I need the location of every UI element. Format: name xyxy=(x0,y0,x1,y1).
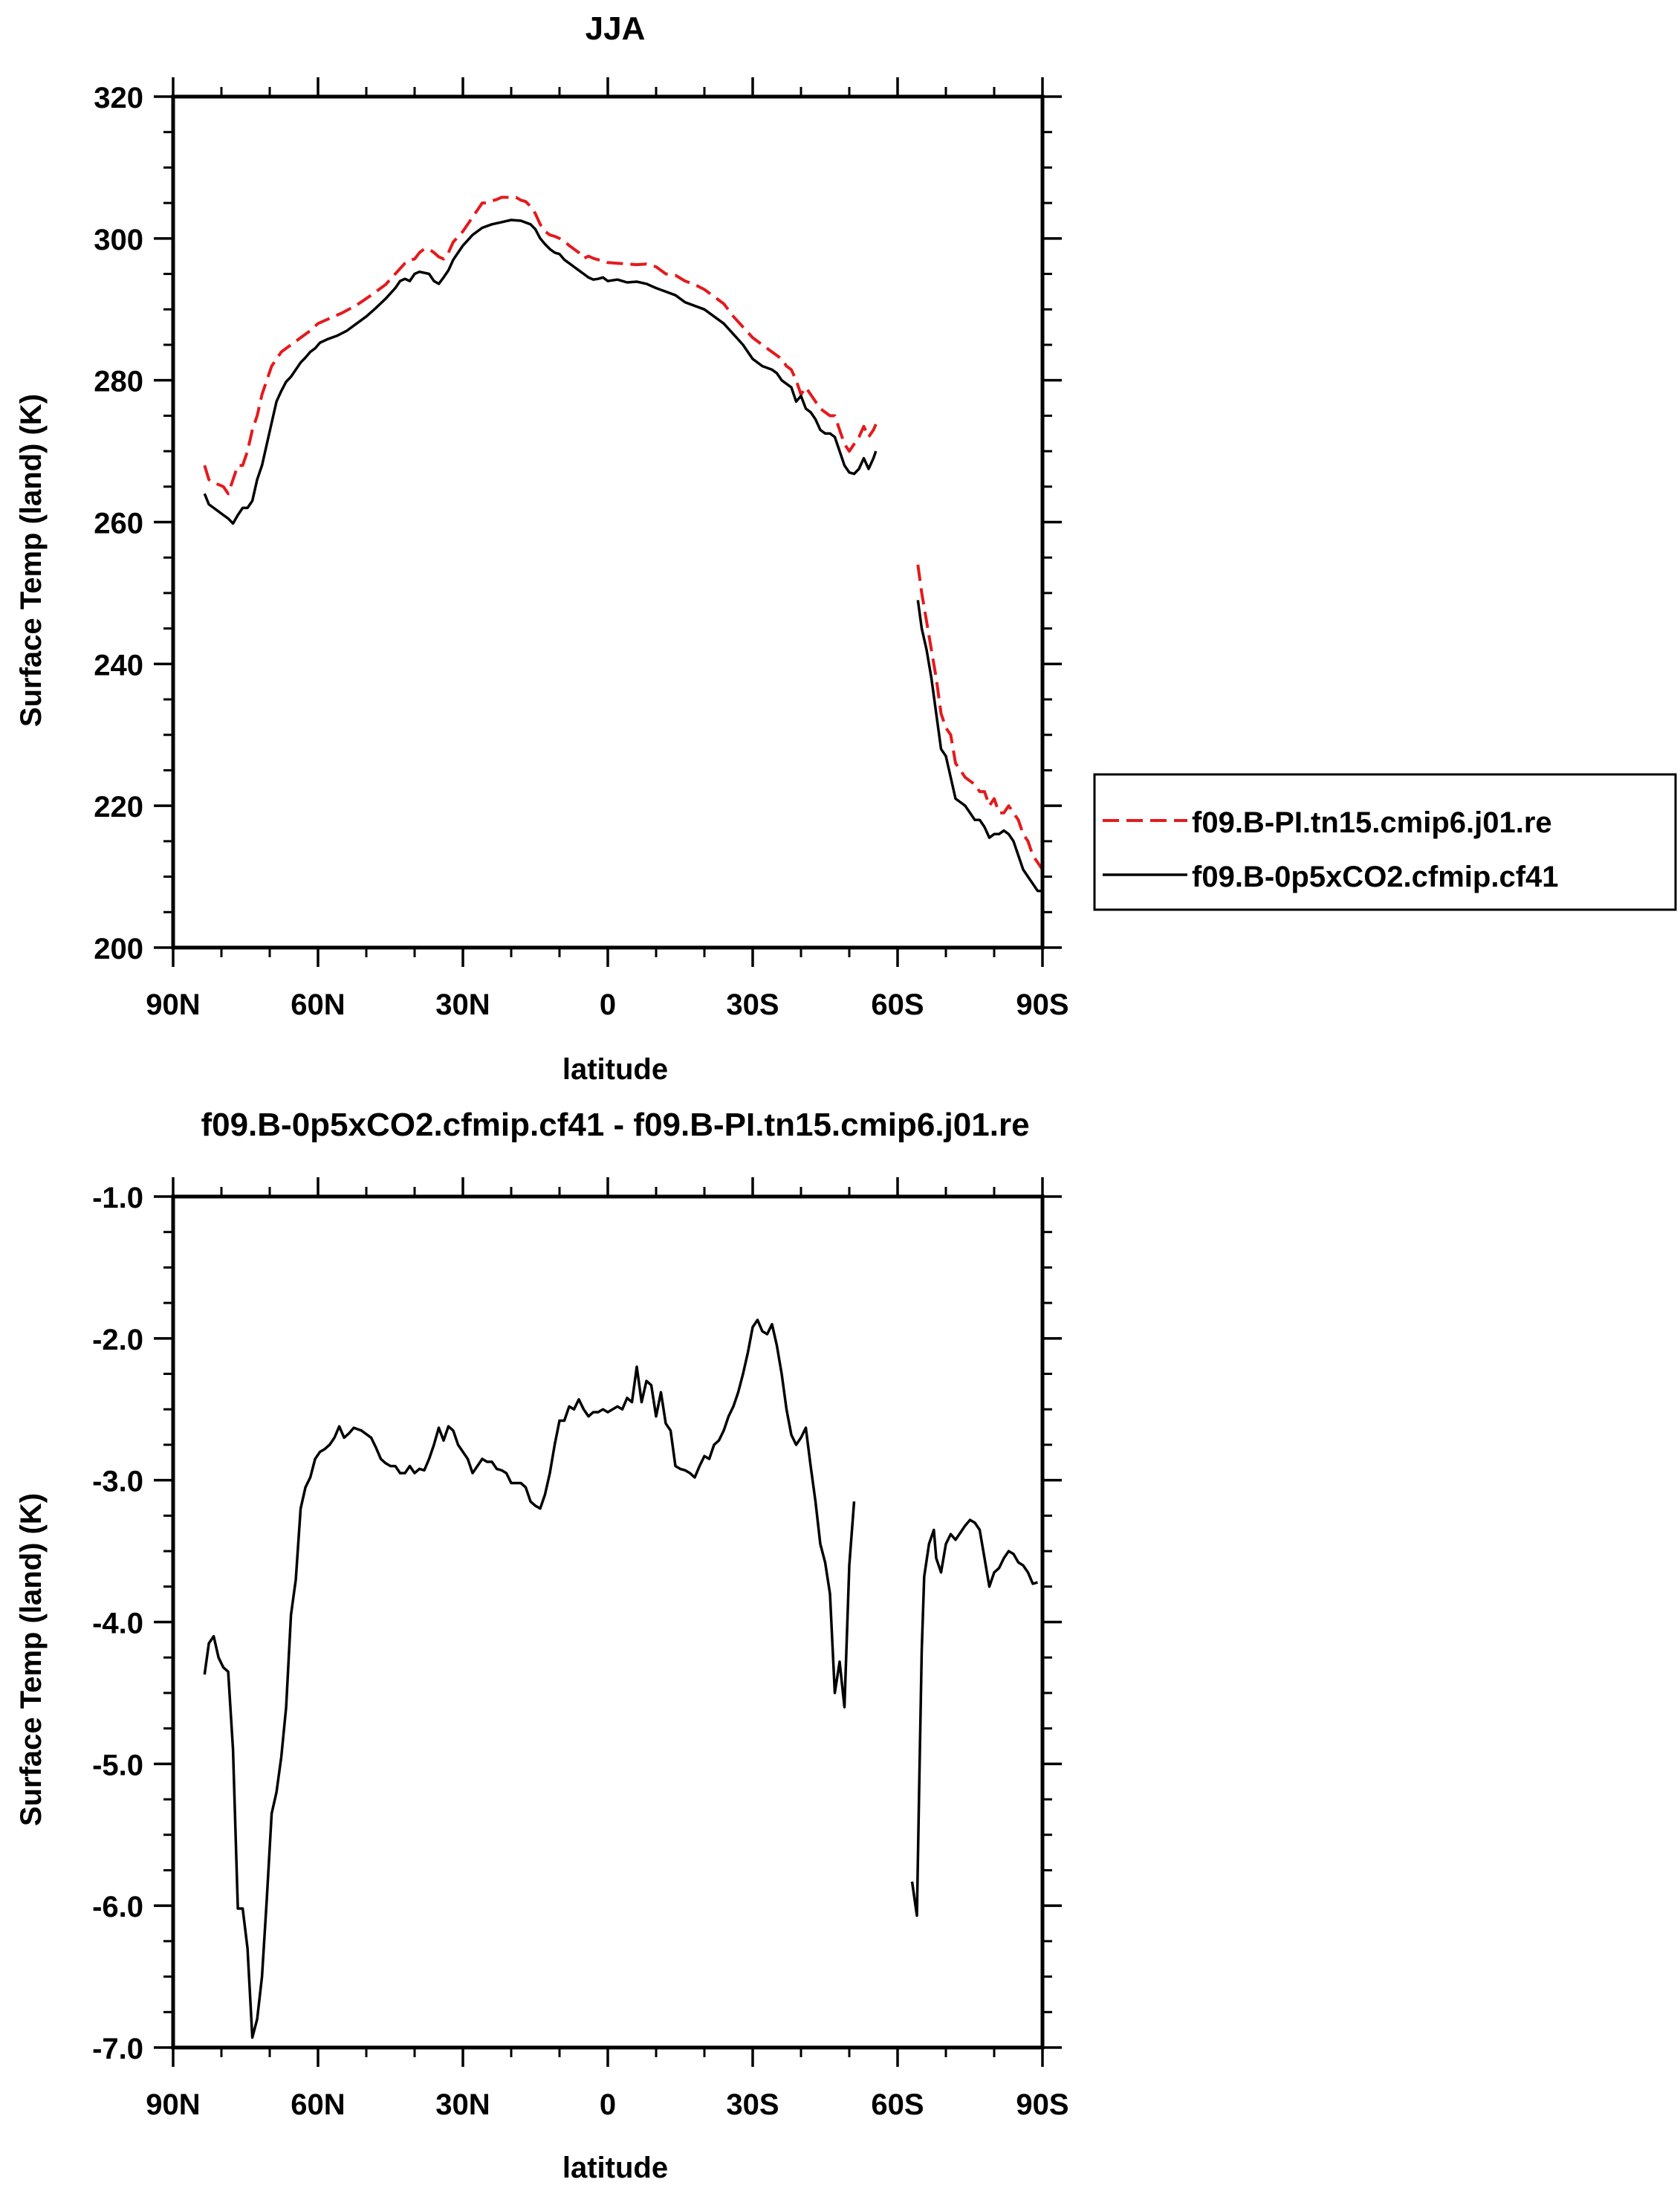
series-line xyxy=(203,219,878,525)
x-tick-label: 60N xyxy=(291,988,345,1021)
y-tick-label: -2.0 xyxy=(92,1324,143,1356)
y-tick-label: 260 xyxy=(94,508,143,540)
y-tick-label: -4.0 xyxy=(92,1608,143,1640)
x-axis-label: latitude xyxy=(562,1053,668,1086)
legend-label-pi: f09.B-PI.tn15.cmip6.j01.re xyxy=(1192,806,1552,839)
chart-bottom: f09.B-0p5xCO2.cfmip.cf41 - f09.B-PI.tn15… xyxy=(15,1107,1069,2184)
x-tick-label: 60N xyxy=(291,2088,345,2121)
y-axis-label: Surface Temp (land) (K) xyxy=(15,394,48,727)
chart-title: JJA xyxy=(586,10,646,47)
x-tick-label: 0 xyxy=(600,2088,616,2121)
x-axis-label: latitude xyxy=(562,2152,668,2184)
x-tick-labels: 90N 60N 30N 0 30S 60S 90S xyxy=(146,2088,1068,2121)
x-tick-label: 90N xyxy=(146,988,200,1021)
y-tick-label: 220 xyxy=(94,791,143,823)
x-tick-label: 60S xyxy=(871,2088,924,2121)
y-tick-label: -7.0 xyxy=(92,2033,143,2065)
y-tick-label: 320 xyxy=(94,82,143,114)
series-line xyxy=(910,1518,1038,1917)
y-tick-labels: -7.0 -6.0 -5.0 -4.0 -3.0 -2.0 -1.0 xyxy=(92,1182,143,2065)
y-tick-labels: 200 220 240 260 280 300 320 xyxy=(94,82,143,965)
series-0 xyxy=(203,1318,1038,2039)
y-tick-label: -5.0 xyxy=(92,1749,143,1781)
y-axis-label: Surface Temp (land) (K) xyxy=(15,1493,48,1826)
y-tick-label: -1.0 xyxy=(92,1182,143,1214)
x-tick-label: 90N xyxy=(146,2088,200,2121)
series-layer xyxy=(203,195,1044,893)
x-tick-label: 30S xyxy=(726,988,779,1021)
x-tick-label: 30S xyxy=(726,2088,779,2121)
x-tick-label: 30N xyxy=(435,2088,490,2121)
y-tick-label: 240 xyxy=(94,649,143,682)
plot-frame xyxy=(171,1194,1045,2050)
x-tick-label: 90S xyxy=(1016,988,1068,1021)
chart-top: JJA 90N 60N 30N 0 30S 60S 90S 200 220 240 260 280 3… xyxy=(15,10,1677,1086)
legend-box xyxy=(1093,773,1677,911)
series-1 xyxy=(203,219,1042,893)
chart-title: f09.B-0p5xCO2.cfmip.cf41 - f09.B-PI.tn15… xyxy=(201,1107,1029,1143)
x-tick-label: 60S xyxy=(871,988,924,1021)
legend: f09.B-PI.tn15.cmip6.j01.re f09.B-0p5xCO2… xyxy=(1093,773,1677,911)
y-tick-label: 300 xyxy=(94,224,143,256)
y-tick-label: 280 xyxy=(94,366,143,398)
x-tick-labels: 90N 60N 30N 0 30S 60S 90S xyxy=(146,988,1068,1021)
legend-label-co2: f09.B-0p5xCO2.cfmip.cf41 xyxy=(1192,861,1559,893)
y-tick-label: 200 xyxy=(94,933,143,965)
plot-frame xyxy=(171,94,1045,950)
series-line xyxy=(203,195,878,496)
series-0 xyxy=(203,195,1044,871)
y-tick-label: -3.0 xyxy=(92,1466,143,1498)
x-tick-label: 90S xyxy=(1016,2088,1068,2121)
series-line xyxy=(203,1318,856,2039)
x-tick-label: 30N xyxy=(435,988,490,1021)
series-line xyxy=(916,564,1044,871)
series-line xyxy=(916,600,1042,893)
x-tick-label: 0 xyxy=(600,988,616,1021)
series-layer xyxy=(203,1318,1038,2039)
y-tick-label: -6.0 xyxy=(92,1891,143,1923)
